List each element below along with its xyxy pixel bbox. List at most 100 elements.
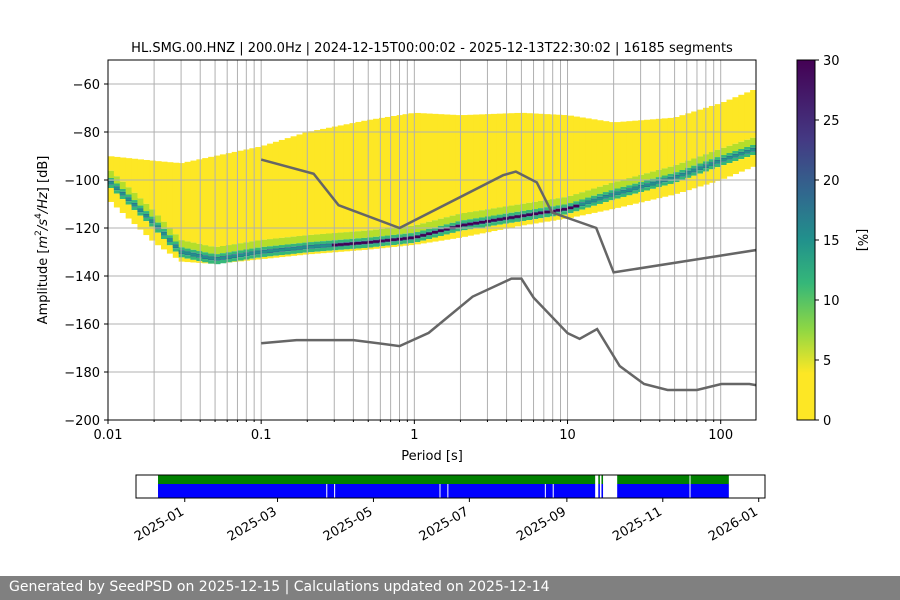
heatmap-cell <box>314 248 321 252</box>
heatmap-cell <box>349 238 357 242</box>
heatmap-cell <box>567 209 574 214</box>
heatmap-cell <box>320 233 327 242</box>
heatmap-mode-cell <box>644 184 651 187</box>
heatmap-cell <box>602 202 610 211</box>
footer-text: Generated by SeedPSD on 2025-12-15 | Cal… <box>9 579 550 595</box>
heatmap-cell <box>573 194 580 202</box>
heatmap-cell <box>655 118 663 170</box>
heatmap-cell <box>278 245 286 248</box>
timeline-tick-label: 2026-01 <box>706 504 761 544</box>
heatmap-cell <box>526 202 533 210</box>
heatmap-cell <box>679 115 686 163</box>
timeline-blue-segment <box>617 484 729 498</box>
heatmap-mode-cell <box>543 210 551 214</box>
heatmap-cell <box>143 217 150 222</box>
heatmap-cell <box>467 219 474 223</box>
heatmap-cell <box>390 241 398 246</box>
heatmap-cell <box>732 151 739 154</box>
nlnm-line <box>261 277 756 392</box>
timeline-tick-label: 2025-03 <box>225 504 280 544</box>
timeline-green-gap <box>689 475 691 484</box>
heatmap-cell <box>685 177 692 191</box>
heatmap-mode-cell <box>485 220 492 223</box>
heatmap-cell <box>561 211 569 215</box>
timeline-blue-segment <box>158 484 596 498</box>
heatmap-cell <box>644 180 651 184</box>
heatmap-mode-cell <box>361 241 368 244</box>
heatmap-cell <box>155 222 162 226</box>
heatmap-cell <box>219 253 227 257</box>
heatmap-cell <box>166 235 174 239</box>
heatmap-cell <box>208 156 215 247</box>
heatmap-cell <box>290 136 298 237</box>
heatmap-cell <box>720 102 728 148</box>
heatmap-mode-cell <box>679 173 686 176</box>
heatmap-cell <box>414 232 421 235</box>
heatmap-cell <box>514 204 521 212</box>
heatmap-cell <box>249 258 256 261</box>
heatmap-cell <box>161 161 168 222</box>
heatmap-cell <box>543 207 551 211</box>
heatmap-cell <box>290 250 298 254</box>
heatmap-cell <box>655 183 663 188</box>
heatmap-cell <box>608 183 616 191</box>
heatmap-cell <box>697 156 704 164</box>
heatmap-cell <box>508 212 516 216</box>
heatmap-mode-cell <box>608 193 616 197</box>
heatmap-cell <box>573 116 580 195</box>
heatmap-cell <box>667 117 675 167</box>
heatmap-cell <box>502 113 510 207</box>
heatmap-cell <box>337 249 345 252</box>
heatmap-cell <box>137 212 144 216</box>
heatmap-cell <box>455 231 463 238</box>
heatmap-cell <box>679 162 686 170</box>
heatmap-mode-cell <box>108 181 115 184</box>
heatmap-cell <box>172 251 180 258</box>
heatmap-cell <box>750 137 756 145</box>
heatmap-mode-cell <box>496 218 504 221</box>
heatmap-cell <box>196 251 203 254</box>
heatmap-cell <box>190 242 197 250</box>
timeline-date-ticks: 2025-01 2025-03 2025-05 2025-07 2025-09 2025-… <box>132 498 761 545</box>
heatmap-cell <box>408 239 415 244</box>
heatmap-mode-cell <box>508 216 516 219</box>
heatmap-cell <box>131 210 139 225</box>
heatmap-cell <box>514 112 521 205</box>
heatmap-cell <box>119 189 127 192</box>
heatmap-mode-cell <box>538 211 545 215</box>
heatmap-cell <box>614 122 622 182</box>
y-axis-label-part: m <box>36 236 51 249</box>
heatmap-cell <box>626 195 633 206</box>
y-axis-label-part: s <box>36 219 51 226</box>
heatmap-mode-cell <box>714 160 722 164</box>
heatmap-cell <box>750 90 756 138</box>
heatmap-cell <box>726 145 734 154</box>
heatmap-cell <box>314 130 321 235</box>
heatmap-cell <box>596 200 604 204</box>
heatmap-cell <box>237 250 245 254</box>
heatmap-cell <box>573 207 580 212</box>
heatmap-cell <box>255 147 262 241</box>
heatmap-mode-cell <box>526 213 533 216</box>
heatmap-cell <box>196 243 203 252</box>
heatmap-cell <box>343 239 351 243</box>
heatmap-cell <box>143 159 150 204</box>
colorbar-label: [%] <box>854 229 869 252</box>
heatmap-cell <box>361 230 368 238</box>
heatmap-cell <box>649 119 657 172</box>
heatmap-mode-cell <box>373 240 380 243</box>
heatmap-cell <box>367 237 374 241</box>
heatmap-cell <box>190 160 197 243</box>
heatmap-cell <box>367 119 374 231</box>
heatmap-cell <box>697 163 704 167</box>
heatmap-cell <box>449 215 457 223</box>
heatmap-cell <box>402 114 410 227</box>
y-tick-label: −100 <box>64 174 100 189</box>
heatmap-cell <box>166 228 174 236</box>
y-tick-label: −120 <box>64 222 100 237</box>
heatmap-cell <box>496 207 504 215</box>
heatmap-cell <box>532 215 539 220</box>
heatmap-cell <box>373 229 380 237</box>
heatmap-cell <box>367 230 374 238</box>
heatmap-cell <box>685 174 692 178</box>
